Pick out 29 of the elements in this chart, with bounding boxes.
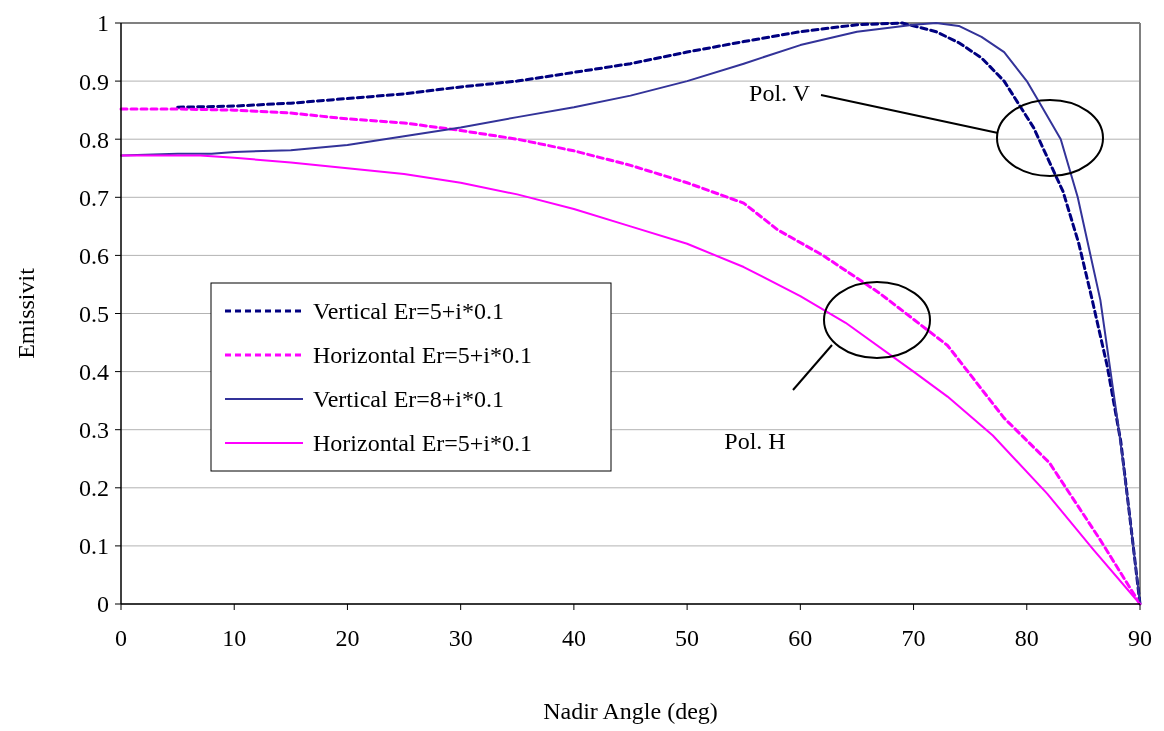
y-tick-label: 0: [97, 591, 109, 618]
y-tick-label: 0.8: [79, 126, 109, 153]
y-tick-label: 0.2: [79, 475, 109, 502]
x-tick-label: 80: [1014, 625, 1039, 651]
x-tick-label: 30: [448, 625, 473, 651]
x-tick-label: 10: [222, 625, 247, 651]
y-tick-label: 0.3: [79, 417, 109, 444]
x-tick-label: 40: [561, 625, 586, 651]
x-tick-label: 70: [901, 625, 926, 651]
legend-label: Horizontal Er=5+i*0.1: [313, 430, 533, 457]
legend-label: Horizontal Er=5+i*0.1: [313, 342, 533, 369]
y-tick-label: 0.4: [79, 359, 109, 385]
y-tick-label: 0.1: [79, 533, 109, 560]
legend-label: Vertical Er=8+i*0.1: [313, 386, 505, 413]
annotation: Pol. H: [724, 428, 786, 455]
legend-label: Vertical Er=5+i*0.1: [313, 298, 505, 325]
y-tick-label: 0.9: [79, 68, 109, 95]
x-tick-label: 0: [115, 625, 127, 651]
x-tick-label: 90: [1128, 625, 1152, 651]
x-tick-label: 20: [335, 625, 360, 651]
y-tick-label: 0.6: [79, 242, 109, 269]
y-axis-title: Emissivit: [13, 267, 39, 359]
y-tick-label: 0.5: [79, 300, 109, 327]
y-tick-label: 1: [97, 10, 109, 37]
x-tick-label: 60: [788, 625, 813, 651]
y-tick-label: 0.7: [79, 184, 109, 211]
x-tick-label: 50: [675, 625, 700, 651]
x-axis-title: Nadir Angle (deg): [543, 698, 718, 724]
annotation: Pol. V: [749, 80, 811, 107]
